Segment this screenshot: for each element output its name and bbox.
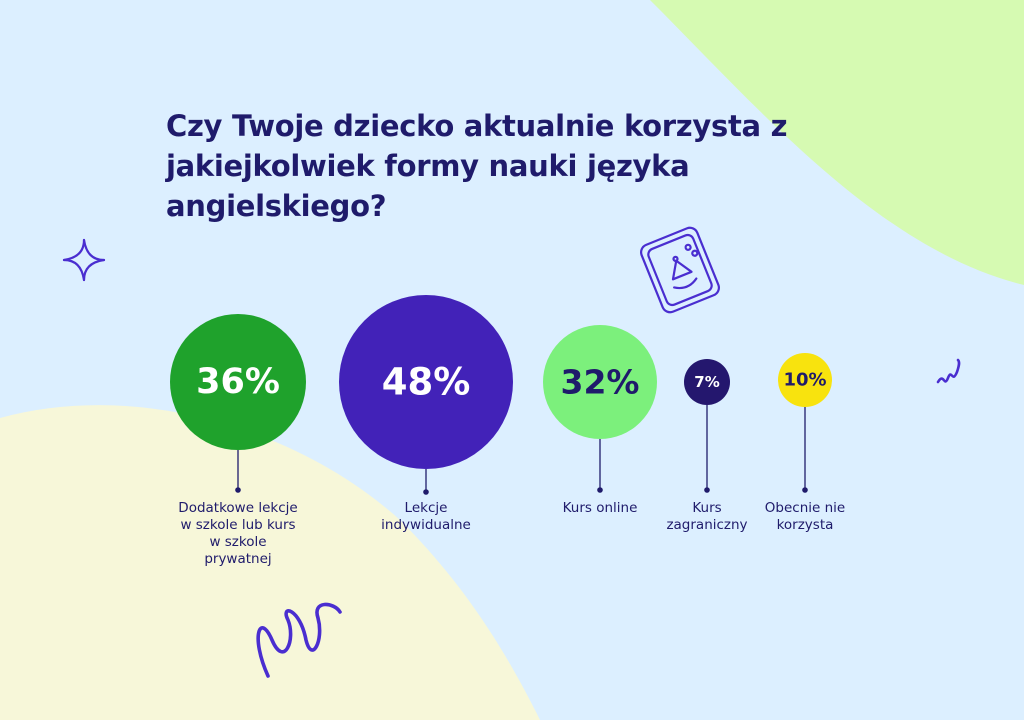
stem-dot: [597, 487, 603, 493]
bottom-left-blob: [0, 405, 540, 720]
value-label: 36%: [196, 362, 280, 402]
category-label: prywatnej: [204, 551, 271, 567]
stem-dot: [802, 487, 808, 493]
value-label: 7%: [694, 373, 719, 391]
category-label: Lekcje: [405, 500, 448, 516]
top-right-blob: [650, 0, 1024, 285]
sparkle-icon: [62, 238, 106, 282]
category-label: zagraniczny: [666, 517, 747, 533]
stem-dot: [235, 487, 241, 493]
title-line-2: jakiejkolwiek formy nauki języka: [166, 149, 690, 183]
bubble: [170, 314, 306, 450]
bubble: [684, 359, 730, 405]
bubble: [339, 295, 513, 469]
category-label: w szkole: [209, 534, 266, 550]
category-label: Kurs: [692, 500, 721, 516]
small-squiggle-icon: [936, 358, 961, 384]
bubble: [543, 325, 657, 439]
category-label: Kurs online: [563, 500, 638, 516]
value-label: 32%: [561, 363, 640, 402]
category-label: indywidualne: [381, 517, 471, 533]
title-line-1: Czy Twoje dziecko aktualnie korzysta z: [166, 109, 788, 143]
chart-title: Czy Twoje dziecko aktualnie korzysta z j…: [166, 106, 806, 226]
big-squiggle-icon: [256, 602, 342, 678]
title-line-3: angielskiego?: [166, 189, 387, 223]
bubble: [778, 353, 832, 407]
category-label: Dodatkowe lekcje: [178, 500, 297, 516]
category-label: w szkole lub kurs: [180, 517, 295, 533]
value-label: 48%: [382, 361, 471, 404]
stem-dot: [423, 489, 429, 495]
category-label: Obecnie nie: [765, 500, 845, 516]
tablet-doodle-icon: [640, 226, 720, 314]
category-label: korzysta: [777, 517, 834, 533]
stem-dot: [704, 487, 710, 493]
value-label: 10%: [783, 370, 826, 391]
